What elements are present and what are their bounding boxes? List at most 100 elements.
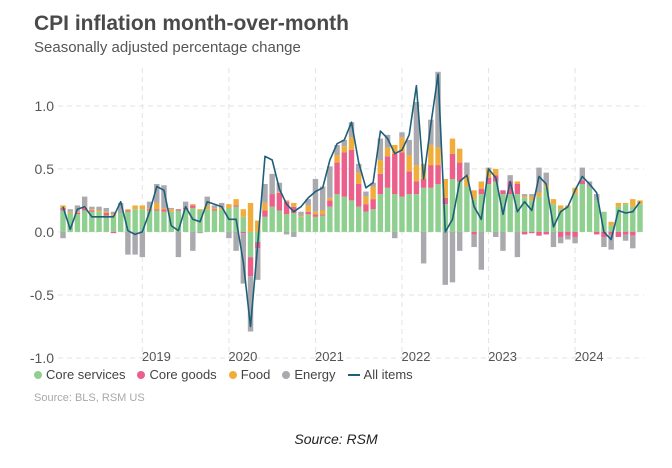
bar-food <box>319 210 326 215</box>
bar-core-services <box>529 200 535 232</box>
bar-energy <box>478 231 485 270</box>
bar-energy <box>622 234 629 241</box>
bar-food <box>557 205 564 210</box>
bar-food <box>298 215 304 217</box>
bar-core-goods <box>435 165 441 184</box>
bar-food <box>550 199 557 205</box>
bar-energy <box>392 231 398 239</box>
bar-core-services <box>117 213 124 232</box>
bar-energy <box>384 134 391 148</box>
bar-core-services <box>125 211 131 232</box>
bar-core-services <box>565 206 571 232</box>
legend-food-marker <box>228 370 237 379</box>
bar-core-goods <box>442 197 448 205</box>
bar-energy <box>327 166 333 198</box>
bar-energy <box>630 235 636 249</box>
bar-energy <box>435 71 441 148</box>
bar-core-goods <box>565 231 571 236</box>
bar-food <box>478 181 485 190</box>
bar-energy <box>247 276 254 332</box>
bar-core-goods <box>161 209 167 212</box>
bar-food <box>255 220 261 232</box>
bar-core-services <box>319 215 326 232</box>
bar-core-goods <box>529 231 535 234</box>
bar-energy <box>89 206 95 210</box>
bar-food <box>630 199 636 207</box>
bar-energy <box>420 231 427 264</box>
bar-food <box>96 210 102 212</box>
bar-food <box>247 202 254 232</box>
bar-food <box>348 137 355 150</box>
bar-core-goods <box>319 214 326 216</box>
bar-core-services <box>312 216 319 232</box>
bar-core-services <box>240 216 247 232</box>
bar-food <box>283 200 290 202</box>
bar-core-goods <box>521 231 528 235</box>
bar-core-services <box>247 231 254 258</box>
bar-core-services <box>428 187 434 232</box>
bar-food <box>312 211 319 215</box>
bar-core-services <box>370 209 376 232</box>
x-tick-label: 2019 <box>142 349 171 364</box>
legend-energy-label: Energy <box>294 367 336 382</box>
bar-core-services <box>139 209 146 232</box>
bar-core-services <box>557 209 564 232</box>
bar-food <box>442 178 448 198</box>
bar-core-services <box>601 211 607 232</box>
bar-food <box>146 207 153 210</box>
bar-core-goods <box>392 153 398 195</box>
bar-core-services <box>67 213 73 232</box>
bar-core-services <box>521 197 528 232</box>
bar-energy <box>81 196 88 207</box>
bar-energy <box>507 175 513 182</box>
bar-core-services <box>204 209 210 232</box>
bar-core-services <box>81 210 88 232</box>
bar-core-services <box>74 214 81 232</box>
bar-food <box>334 155 340 163</box>
bar-food <box>327 197 333 201</box>
y-tick-label: 0.0 <box>35 224 55 240</box>
bar-core-services <box>89 211 95 232</box>
legend-core-goods: Core goods <box>137 367 217 382</box>
bar-energy <box>579 167 586 181</box>
bar-core-goods <box>341 152 347 197</box>
bar-core-services <box>146 210 153 232</box>
bar-energy <box>319 186 326 211</box>
bar-core-services <box>543 187 549 232</box>
bar-core-goods <box>81 207 88 211</box>
bar-core-goods <box>247 257 254 277</box>
bar-food <box>622 202 629 205</box>
bar-core-services <box>327 206 333 232</box>
bar-energy <box>464 162 470 176</box>
bar-energy <box>399 132 405 138</box>
all-items-line <box>62 73 641 328</box>
bar-food <box>384 147 391 157</box>
bar-energy <box>305 199 311 206</box>
bar-core-services <box>161 211 167 232</box>
bar-food <box>218 207 225 210</box>
bar-core-goods <box>262 210 268 217</box>
bar-food <box>608 221 614 226</box>
bar-food <box>435 147 441 166</box>
bar-energy <box>60 231 66 239</box>
x-tick-label: 2020 <box>228 349 257 364</box>
bar-core-goods <box>572 231 578 237</box>
bar-food <box>377 160 384 174</box>
bar-energy <box>449 231 456 283</box>
bar-food <box>514 181 521 184</box>
chart-subtitle: Seasonally adjusted percentage change <box>34 39 301 56</box>
bar-food <box>89 209 95 211</box>
bar-core-goods <box>413 181 420 195</box>
bar-core-services <box>493 181 499 232</box>
bar-energy <box>283 231 290 235</box>
bar-core-services <box>132 209 138 232</box>
bar-core-services <box>334 194 340 232</box>
legend-food-label: Food <box>240 367 271 382</box>
bar-food <box>536 192 542 197</box>
bar-core-services <box>175 210 182 232</box>
bar-energy <box>536 167 542 193</box>
bar-core-services <box>291 213 297 232</box>
bar-core-goods <box>356 184 362 207</box>
bar-energy <box>601 236 607 248</box>
bar-energy <box>125 231 131 255</box>
